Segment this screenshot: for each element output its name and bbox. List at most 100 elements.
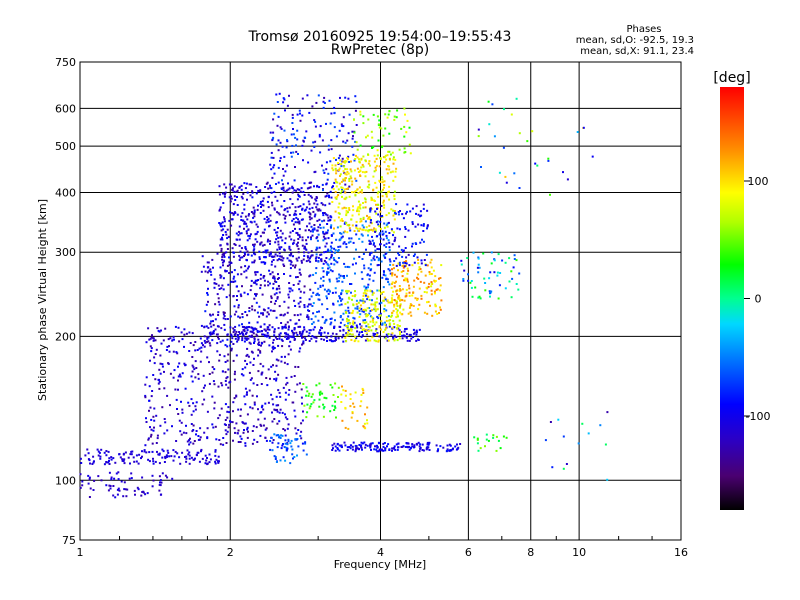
echo-point [393,240,396,243]
echo-point [259,243,262,246]
echo-point [285,333,288,336]
echo-point [386,339,389,342]
echo-point [352,135,354,138]
echo-point [344,302,347,305]
echo-point [228,219,231,222]
echo-point [374,303,377,306]
echo-point [408,306,411,309]
echo-point [224,318,227,321]
echo-point [382,254,385,257]
echo-point [202,344,204,347]
echo-point [303,328,306,331]
echo-point [454,445,457,448]
echo-point [318,382,321,385]
echo-point [366,289,369,292]
echo-point [377,340,380,343]
echo-point [582,126,585,129]
echo-point [278,436,280,439]
echo-point [299,205,302,208]
echo-point [252,243,254,246]
echo-point [249,235,251,237]
echo-point [410,337,413,340]
echo-point [292,242,295,244]
echo-point [413,444,416,447]
echo-point [351,322,354,325]
echo-point [112,494,115,497]
echo-point [219,266,222,269]
echo-point [408,291,411,294]
echo-point [329,190,332,193]
echo-point [557,418,560,421]
echo-point [404,235,407,238]
echo-point [381,276,384,279]
echo-point [422,224,425,227]
echo-point [259,273,262,276]
echo-point [333,263,336,266]
echo-point [373,160,376,163]
echo-point [405,292,408,295]
echo-point [252,206,255,209]
echo-point [211,339,214,342]
echo-point [388,283,391,286]
echo-point [368,312,371,315]
echo-point [298,305,301,308]
echo-point [306,94,309,97]
echo-point [155,348,158,351]
echo-point [344,394,347,397]
echo-point [362,115,365,118]
echo-point [270,436,273,439]
echo-point [273,347,276,349]
echo-point [280,255,283,258]
echo-point [429,261,432,264]
echo-point [235,354,238,357]
echo-point [248,213,250,216]
echo-point [242,192,245,195]
echo-point [151,474,154,477]
echo-point [150,347,153,350]
echo-point [346,224,349,227]
echo-point [354,450,357,453]
echo-point [342,242,345,245]
echo-point [286,139,288,142]
echo-point [262,276,265,279]
echo-point [397,252,400,255]
echo-point [311,228,314,231]
echo-point [217,284,220,287]
echo-point [360,441,363,444]
colorbar-tick-label: -100 [746,410,771,423]
echo-point [386,335,389,338]
echo-point [192,366,195,369]
echo-point [223,323,226,326]
echo-point [400,127,403,130]
echo-point [434,310,437,313]
echo-point [209,322,212,325]
echo-point [234,325,237,328]
echo-point [132,456,135,459]
echo-point [152,457,154,460]
echo-point [193,458,196,461]
echo-point [347,187,350,190]
echo-point [129,453,132,456]
echo-point [370,251,373,254]
echo-point [352,304,355,307]
echo-point [279,141,282,144]
echo-point [477,135,480,138]
echo-point [331,201,334,203]
echo-point [149,359,151,362]
echo-point [223,328,226,331]
echo-point [147,327,150,330]
echo-point [373,199,376,202]
echo-point [112,485,115,487]
echo-point [284,323,287,326]
echo-point [314,120,317,123]
echo-point [237,441,240,443]
echo-point [253,252,255,255]
echo-point [278,258,281,261]
echo-point [284,170,287,173]
echo-point [280,447,283,450]
echo-point [188,331,191,334]
echo-point [279,459,282,462]
echo-point [311,335,314,338]
echo-point [161,363,164,366]
echo-point [345,320,348,323]
